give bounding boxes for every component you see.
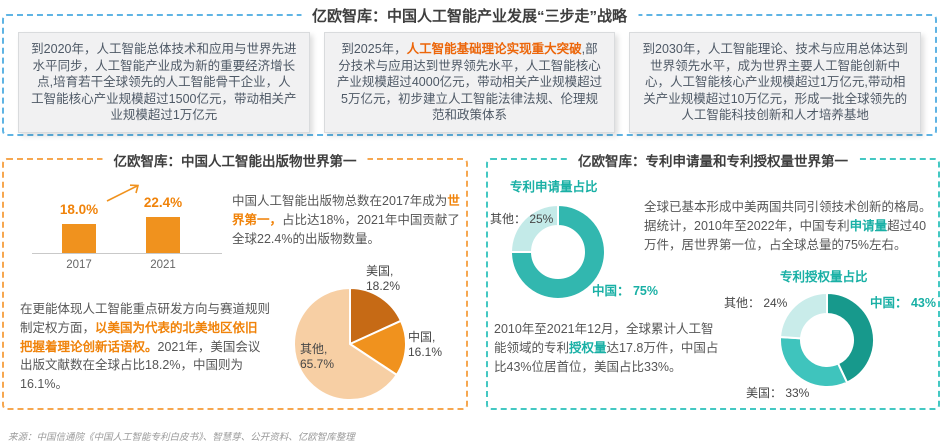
patents-paragraph-1: 全球已基本形成中美两国共同引领技术创新的格局。据统计，2010年至2022年，中…	[644, 200, 932, 252]
increase-arrow-icon	[106, 184, 140, 202]
pie-label-china: 中国, 16.1%	[408, 330, 443, 359]
slice-中国	[509, 203, 606, 300]
strategy-box-2020: 到2020年，人工智能总体技术和应用与世界先进水平同步，人工智能产业成为新的重要…	[18, 32, 310, 133]
patent-grants-chart-title: 专利授权量占比	[780, 270, 868, 284]
publications-panel-title: 亿欧智库：中国人工智能出版物世界第一	[102, 150, 368, 170]
patents-panel-title: 亿欧智库：专利申请量和专利授权量世界第一	[567, 150, 859, 170]
world-first-highlight: 世界第一，	[232, 194, 460, 227]
strategy-panel-title: 亿欧智库：中国人工智能产业发展“三步走”战略	[300, 5, 639, 26]
grants-highlight: 授权量	[569, 340, 607, 355]
strategy-box-2025: 到2025年，人工智能基础理论实现重大突破,部分技术与应用达到世界领先水平，人工…	[323, 32, 616, 133]
strategy-box-2025-text: 到2025年，	[341, 42, 407, 56]
slice-中国	[347, 319, 407, 377]
slice-中国	[826, 291, 875, 384]
strategy-box-2030-text: 到2030年，人工智能理论、技术与应用总体达到世界领先水平，成为世界主要人工智能…	[642, 42, 908, 122]
slice-其他	[509, 203, 559, 253]
slice-其他	[779, 291, 828, 340]
publications-paragraph-2: 在更能体现人工智能重点研发方向与赛道规则制定权方面，以美国为代表的北美地区依旧把…	[20, 302, 271, 391]
bar-label-2021: 2021	[150, 259, 176, 271]
patents-panel: 亿欧智库：专利申请量和专利授权量世界第一 专利申请量占比 其他： 25% 中国：…	[486, 150, 940, 410]
bar-value-2021: 22.4%	[143, 194, 183, 210]
bar-chart-plot: 18.0% 22.4%	[32, 180, 222, 254]
applications-highlight: 申请量	[849, 218, 888, 233]
source-note: 来源：中国信通院《中国人工智能专利白皮书》、智慧芽、公开资料、亿欧智库整理	[8, 432, 355, 443]
conference-publications-pie	[293, 286, 407, 401]
bar-2017	[62, 223, 96, 253]
slice-其他	[293, 286, 399, 401]
bar-label-2017: 2017	[66, 259, 92, 271]
strategy-panel: 亿欧智库：中国人工智能产业发展“三步走”战略 到2020年，人工智能总体技术和应…	[2, 5, 937, 136]
bar-value-2017: 18.0%	[59, 201, 99, 217]
bar-2021	[146, 216, 180, 253]
publications-bar-chart: 18.0% 22.4% 2017 2021	[32, 180, 222, 275]
patents-paragraph-2: 2010年至2021年12月，全球累计人工智能领域的专利授权量达17.8万件，中…	[494, 322, 719, 374]
patent-applications-chart-title: 专利申请量占比	[510, 180, 598, 194]
strategy-boxes: 到2020年，人工智能总体技术和应用与世界先进水平同步，人工智能产业成为新的重要…	[18, 32, 922, 133]
bar-group-2017: 18.0%	[59, 201, 99, 253]
bar-chart-categories: 2017 2021	[32, 259, 222, 275]
strategy-box-2030: 到2030年，人工智能理论、技术与应用总体达到世界领先水平，成为世界主要人工智能…	[629, 32, 922, 133]
strategy-box-2020-text: 到2020年，人工智能总体技术和应用与世界先进水平同步，人工智能产业成为新的重要…	[31, 42, 297, 122]
bar-group-2021: 22.4%	[143, 194, 183, 253]
slice-美国	[349, 286, 403, 346]
patent-grants-donut	[779, 291, 875, 388]
publications-panel: 亿欧智库：中国人工智能出版物世界第一 18.0% 22.4% 2017 202	[2, 150, 468, 410]
north-america-highlight: 以美国为代表的北美地区依旧把握着理论创新话语权。	[20, 320, 258, 354]
grants-label-china: 中国： 43%	[870, 296, 936, 310]
strategy-box-2025-highlight: 人工智能基础理论实现重大突破	[406, 42, 582, 56]
patent-applications-donut	[509, 203, 606, 300]
slice-美国	[779, 335, 849, 388]
publications-paragraph-1: 中国人工智能出版物总数在2017年成为世界第一，占比达18%，2021年中国贡献…	[232, 194, 460, 246]
